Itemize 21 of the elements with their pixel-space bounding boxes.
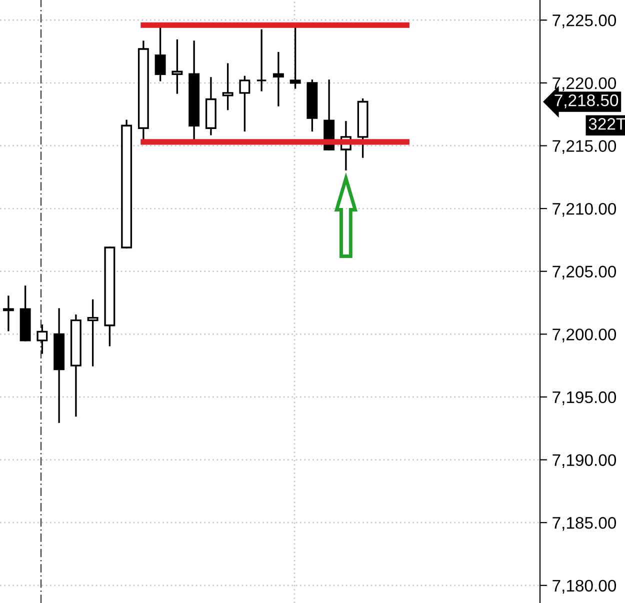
text: 7,218.50 bbox=[554, 94, 618, 108]
y-tick-label: 7,190.00 bbox=[552, 454, 616, 468]
candlestick bbox=[272, 52, 284, 106]
candlestick bbox=[222, 63, 234, 110]
candlestick bbox=[256, 29, 268, 92]
y-tick-label: 7,200.00 bbox=[552, 328, 616, 342]
y-tick-label: 7,185.00 bbox=[552, 517, 616, 531]
candlestick bbox=[239, 76, 250, 132]
y-tick-label: 7,225.00 bbox=[552, 14, 616, 28]
y-tick-label: 7,195.00 bbox=[552, 391, 616, 406]
candlestick bbox=[2, 296, 14, 332]
y-tick-label: 7,180.00 bbox=[552, 580, 616, 594]
y-tick-label: 7,220.00 bbox=[552, 77, 616, 92]
y-tick-label: 7,215.00 bbox=[552, 140, 616, 154]
y-tick-label: 7,205.00 bbox=[552, 266, 616, 280]
candlestick bbox=[154, 26, 166, 82]
candlestick bbox=[172, 39, 183, 94]
y-tick-label: 7,210.00 bbox=[552, 202, 616, 217]
candlestick bbox=[290, 26, 301, 89]
candlestick bbox=[36, 324, 48, 354]
candlestick bbox=[87, 299, 98, 366]
